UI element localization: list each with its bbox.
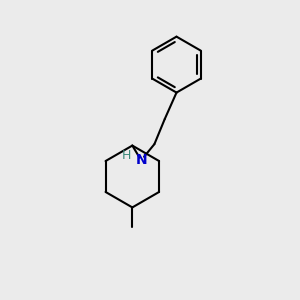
Text: N: N (135, 153, 147, 167)
Text: H: H (122, 148, 131, 161)
